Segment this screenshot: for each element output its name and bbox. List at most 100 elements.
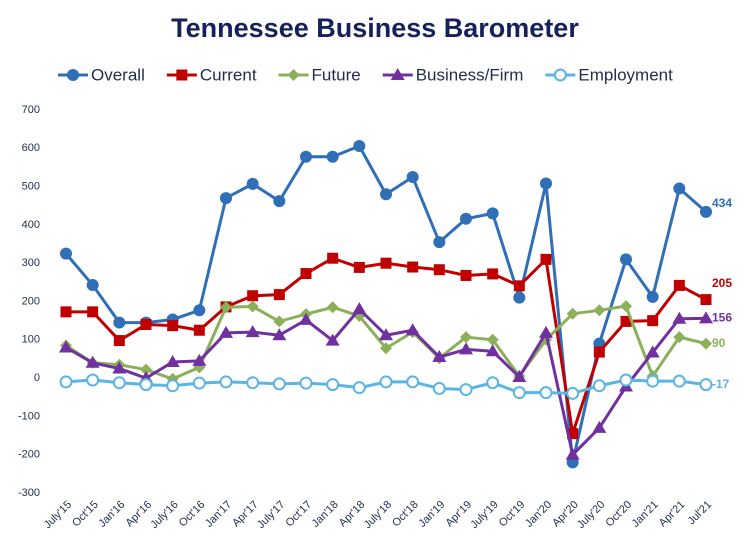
- legend-marker: [566, 386, 580, 400]
- legend-marker: [592, 379, 606, 393]
- legend-item: Overall: [58, 65, 145, 84]
- chart-title: Tennessee Business Barometer: [171, 13, 579, 43]
- legend-marker: [567, 428, 579, 440]
- legend-marker: [87, 306, 99, 318]
- legend-marker: [193, 304, 206, 317]
- legend-marker: [647, 315, 659, 327]
- legend-label: Overall: [91, 65, 145, 84]
- legend-marker: [220, 192, 232, 205]
- legend-marker: [326, 378, 340, 392]
- legend-marker: [300, 150, 312, 163]
- x-tick-label: Jan'16: [96, 499, 127, 530]
- legend-item: Future: [278, 65, 361, 84]
- x-tick-label: July'16: [148, 499, 180, 531]
- x-tick-label: July'20: [575, 499, 607, 531]
- legend-marker: [113, 335, 125, 347]
- x-tick-label: Apr'21: [657, 499, 688, 530]
- legend-label: Employment: [578, 65, 673, 84]
- series: -17: [59, 373, 730, 400]
- legend-marker: [672, 311, 687, 324]
- legend-marker: [166, 379, 180, 393]
- end-label: 205: [712, 276, 732, 290]
- legend-marker: [247, 290, 259, 302]
- legend-marker: [327, 252, 339, 264]
- x-tick-label: Jul'21: [686, 499, 715, 528]
- legend-marker: [485, 344, 500, 357]
- legend-marker: [67, 69, 79, 81]
- x-tick-label: July'15: [42, 499, 74, 531]
- series: 434: [60, 140, 732, 469]
- legend-marker: [273, 289, 285, 301]
- legend-marker: [300, 268, 312, 280]
- legend-label: Future: [312, 65, 361, 84]
- legend-marker: [219, 375, 233, 389]
- legend-marker: [460, 331, 472, 344]
- legend-marker: [390, 68, 405, 80]
- legend-marker: [272, 328, 287, 341]
- legend-marker: [459, 383, 473, 397]
- y-tick-label: 0: [34, 372, 40, 384]
- legend-marker: [673, 331, 686, 344]
- legend-marker: [433, 236, 446, 249]
- x-tick-label: Jan'18: [310, 499, 341, 530]
- legend-marker: [193, 324, 205, 336]
- legend-marker: [273, 315, 286, 328]
- legend-marker: [353, 261, 365, 273]
- legend-marker: [513, 291, 526, 304]
- legend-marker: [379, 328, 393, 341]
- y-tick-label: -300: [18, 487, 40, 499]
- legend-marker: [379, 375, 393, 389]
- legend-marker: [85, 355, 100, 368]
- legend-marker: [245, 325, 260, 338]
- legend-marker: [352, 302, 367, 315]
- legend-marker: [287, 69, 300, 81]
- y-tick-label: 300: [22, 257, 40, 269]
- legend-marker: [620, 300, 632, 313]
- legend-marker: [59, 340, 73, 353]
- legend-marker: [60, 247, 72, 260]
- legend-marker: [380, 342, 392, 355]
- legend-marker: [112, 376, 126, 390]
- series: 90: [60, 300, 726, 385]
- x-tick-label: July'18: [362, 499, 394, 531]
- legend-label: Current: [200, 65, 257, 84]
- x-tick-label: July'17: [255, 499, 287, 531]
- y-tick-label: 100: [22, 334, 40, 346]
- legend-marker: [380, 257, 392, 269]
- legend-marker: [553, 68, 567, 82]
- x-tick-label: Jan'19: [416, 499, 447, 530]
- legend-marker: [86, 373, 100, 387]
- legend-marker: [406, 171, 419, 184]
- x-tick-label: Jan'21: [630, 499, 661, 530]
- y-tick-label: 500: [22, 181, 40, 193]
- series: 156: [59, 302, 732, 460]
- legend-marker: [486, 333, 499, 346]
- legend-marker: [699, 311, 713, 324]
- legend-item: Employment: [545, 65, 673, 84]
- legend-marker: [487, 268, 499, 280]
- end-label: 434: [712, 196, 732, 210]
- legend-marker: [246, 300, 259, 313]
- legend-item: Current: [166, 65, 257, 84]
- legend-marker: [325, 333, 340, 346]
- legend-marker: [672, 374, 686, 388]
- legend-marker: [646, 290, 659, 303]
- legend-marker: [246, 376, 260, 390]
- legend-marker: [486, 207, 499, 220]
- y-tick-label: -100: [18, 410, 40, 422]
- legend-marker: [620, 253, 632, 266]
- legend-label: Business/Firm: [416, 65, 524, 84]
- legend-marker: [540, 177, 552, 190]
- legend-marker: [352, 381, 366, 395]
- legend-marker: [406, 375, 420, 389]
- legend-marker: [353, 140, 366, 153]
- legend-marker: [566, 307, 579, 320]
- legend-marker: [140, 363, 152, 376]
- legend-marker: [220, 301, 232, 314]
- legend-marker: [539, 386, 553, 400]
- legend-marker: [593, 346, 605, 358]
- legend-marker: [700, 337, 712, 350]
- legend-marker: [113, 316, 126, 329]
- x-tick-label: Oct'16: [177, 499, 208, 530]
